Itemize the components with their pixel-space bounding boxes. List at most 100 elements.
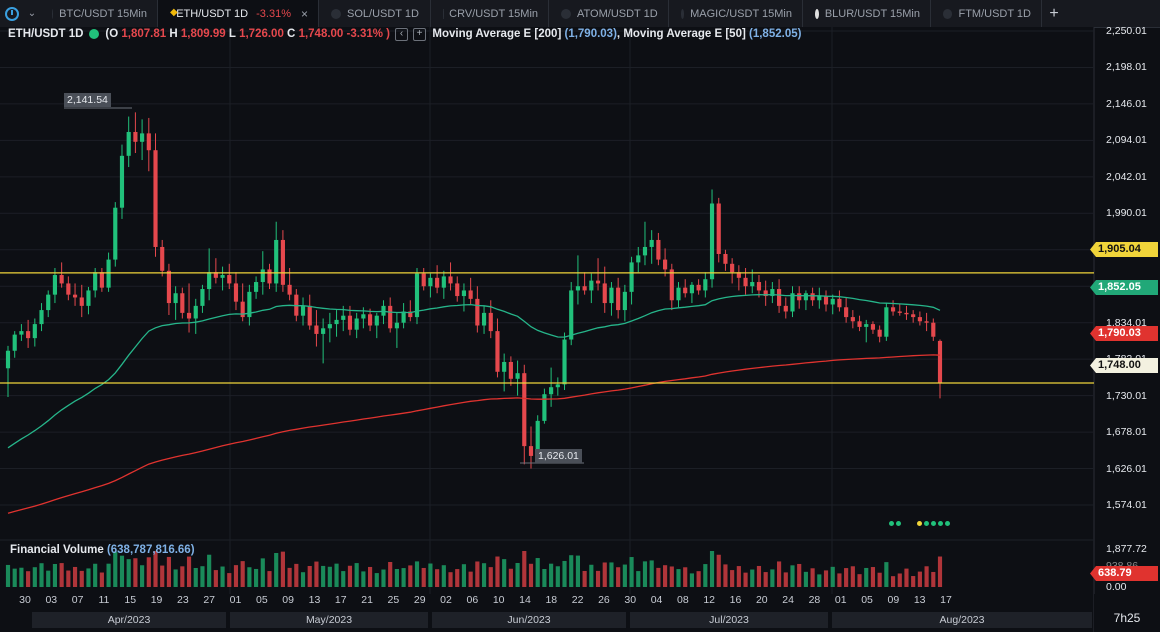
volume-bar	[227, 573, 232, 587]
tab-label: ATOM/USDT 1D	[577, 7, 658, 20]
candle-body	[79, 297, 84, 306]
volume-bar	[381, 569, 386, 587]
candle-body	[589, 280, 594, 291]
volume-bar	[428, 563, 433, 587]
candle-body	[931, 322, 936, 337]
tab-crv-usdt[interactable]: CRV/USDT 15Min	[431, 0, 549, 27]
candle-body	[937, 340, 943, 384]
time-axis-label: 20	[755, 594, 768, 606]
candle-body	[850, 317, 855, 322]
time-axis-label: 21	[361, 594, 373, 606]
time-axis[interactable]: 30 03 07 11 15 19 23 27 01 05 09 13 17 21 25 29 02 06 10 14…	[0, 594, 1094, 610]
candle-body	[428, 277, 433, 287]
candle-body	[99, 272, 104, 288]
volume-bar	[837, 573, 842, 587]
candle-body	[300, 305, 306, 316]
candle-body	[133, 131, 138, 142]
volume-bar	[777, 561, 782, 587]
volume-bar	[39, 563, 44, 587]
candle-body	[321, 328, 326, 334]
tab-btc-usdt[interactable]: BTC/USDT 15Min	[40, 0, 158, 27]
volume-bar	[790, 565, 795, 587]
chevron-down-icon[interactable]: ⌄	[27, 8, 37, 19]
volume-bar	[609, 562, 614, 587]
candle-body	[897, 311, 902, 313]
volume-bar	[575, 555, 581, 587]
candle-body	[153, 150, 158, 247]
volume-bar	[367, 566, 373, 587]
volume-bar	[730, 570, 735, 587]
volume-bar	[877, 572, 882, 587]
time-axis-label: 24	[782, 594, 794, 606]
candle-body	[260, 269, 265, 283]
candle-body	[180, 293, 185, 313]
candle-body	[455, 283, 460, 297]
dot-icon	[931, 521, 936, 526]
volume-bar	[46, 570, 51, 587]
candle-body	[555, 384, 560, 388]
volume-bar	[763, 572, 768, 587]
volume-bar	[770, 569, 775, 587]
volume-bar	[220, 566, 225, 587]
candle-body	[683, 287, 688, 294]
volume-bar	[589, 564, 594, 587]
volume-bar	[783, 572, 788, 587]
ma200-price-tag: 1,790.03	[1090, 326, 1158, 341]
add-indicator-button[interactable]: +	[413, 27, 426, 41]
candle-body	[93, 272, 98, 291]
close-tab-icon[interactable]: ×	[300, 6, 308, 21]
tab-label: SOL/USDT 1D	[347, 7, 419, 20]
tab-sol-usdt[interactable]: SOL/USDT 1D	[319, 0, 431, 27]
ma50-label: Moving Average E [50]	[623, 28, 746, 40]
tab-magic-usdt[interactable]: MAGIC/USDT 15Min	[669, 0, 803, 27]
time-axis-label: 07	[71, 594, 84, 606]
candle-body	[870, 324, 876, 330]
candle-body	[327, 324, 332, 329]
candle-body	[716, 203, 721, 254]
volume-bar	[663, 565, 668, 587]
price-axis-label: 1,574.01	[1106, 499, 1147, 511]
volume-bar	[582, 570, 587, 587]
tab-blur-usdt[interactable]: BLUR/USDT 15Min	[803, 0, 931, 27]
candle-body	[374, 315, 379, 326]
volume-bar	[52, 564, 58, 587]
tab-change: -3.31%	[256, 7, 291, 20]
add-tab-button[interactable]: +	[1049, 4, 1059, 22]
candle-body	[274, 239, 279, 284]
volume-bar	[408, 565, 413, 587]
volume-bar	[656, 567, 661, 587]
volume-bar	[200, 566, 205, 587]
volume-bar	[488, 567, 493, 587]
candle-body	[696, 284, 701, 291]
tab-label: FTM/USDT 1D	[958, 7, 1031, 20]
time-axis-label: 04	[650, 594, 663, 606]
tab-label: BTC/USDT 15Min	[59, 7, 147, 20]
volume-bar	[93, 563, 98, 587]
clock-icon[interactable]	[0, 0, 24, 27]
candle-body	[864, 324, 869, 327]
high-annotation: 2,141.54	[64, 93, 111, 107]
candle-body	[522, 373, 527, 447]
volume-bar	[830, 566, 835, 587]
candle-body	[46, 294, 51, 311]
volume-bar	[636, 571, 641, 587]
volume-bar	[448, 572, 453, 587]
tab-ftm-usdt[interactable]: FTM/USDT 1D	[931, 0, 1042, 27]
collapse-legend-button[interactable]: ‹	[395, 27, 408, 41]
tab-atom-usdt[interactable]: ATOM/USDT 1D	[549, 0, 669, 27]
volume-bar	[32, 567, 37, 587]
volume-bar	[72, 566, 78, 587]
time-axis-label: 22	[571, 594, 584, 606]
tab-eth-usdt[interactable]: ETH/USDT 1D -3.31% ×	[158, 0, 319, 27]
candle-body	[435, 277, 440, 288]
volume-bar	[515, 563, 520, 587]
time-axis-label: 14	[519, 594, 531, 606]
volume-bar	[555, 566, 560, 587]
volume-bar	[709, 551, 715, 587]
candle-body	[703, 279, 708, 291]
volume-bar	[803, 571, 808, 587]
month-label: Jul/2023	[630, 612, 828, 628]
volume-bar	[19, 567, 24, 587]
open-value: 1,807.81	[121, 28, 167, 40]
